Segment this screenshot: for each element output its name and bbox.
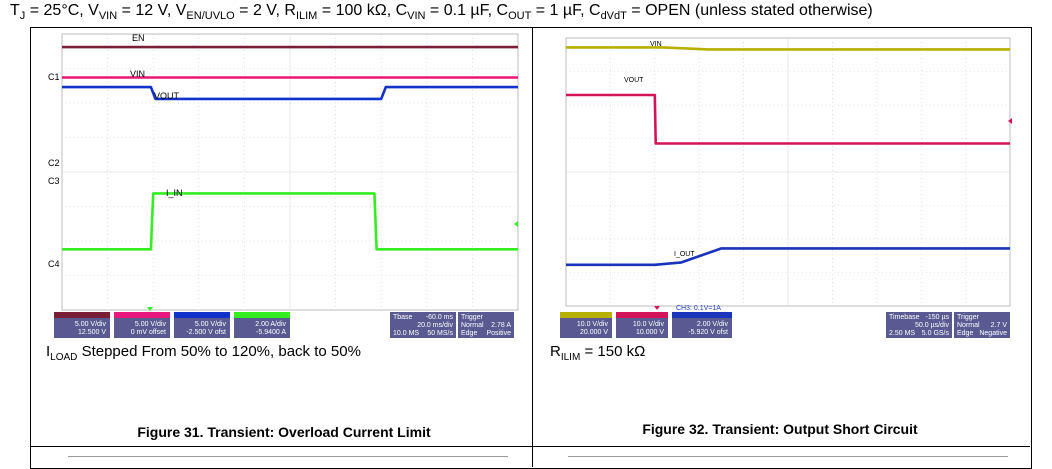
ch2-scale-32: 10.0 V/div	[633, 321, 665, 328]
trigger-type-32: Edge	[957, 330, 973, 337]
trace-label-iout-32: I_OUT	[674, 251, 695, 258]
trace-i-out-32	[566, 247, 1010, 267]
trace-i-in-31	[62, 192, 518, 251]
scope-screen-figure32: VIN VOUT I_OUT CH3: 0.1V=1A 10.0 V/div 2…	[560, 34, 1016, 340]
figure-divider	[532, 27, 533, 467]
trace-label-vout-32: VOUT	[624, 77, 644, 84]
ch2-offset-31: 0 mV offset	[131, 329, 166, 336]
channel-label-c3: C3	[48, 176, 60, 186]
ch3-scale-32: 2.00 V/div	[697, 321, 729, 328]
ch4-offset-31: -5.9400 A	[256, 329, 286, 336]
next-figure-stub-right	[568, 456, 1008, 457]
ch3-scale-31: 5.00 V/div	[195, 321, 227, 328]
scope-screen-figure31: C1 C2 C3 C4 EN VIN VOUT I_IN 5.00 V/div …	[44, 30, 524, 342]
trace-label-en: EN	[132, 33, 145, 43]
trace-label-vin: VIN	[130, 69, 145, 79]
trigger-level-32: 2.7 V	[991, 322, 1008, 329]
readout-bar-31: 5.00 V/div 12.500 V 5.00 V/div 0 mV offs…	[54, 312, 514, 338]
trigger-level-marker-31	[514, 221, 518, 227]
cursor-label-32: CH3: 0.1V=1A	[676, 305, 721, 312]
tbase-samples-31: 10.0 MS	[393, 330, 419, 337]
ch1-scale-31: 5.00 V/div	[75, 321, 107, 328]
figure32-note: RILIM = 150 kΩ	[550, 343, 646, 363]
channel-labels-31: C1 C2 C3 C4	[48, 72, 60, 269]
tbase-rate-32: 5.0 GS/s	[922, 330, 950, 337]
trace-vout-32	[566, 93, 1010, 145]
readout-bar-32: 10.0 V/div 20.000 V 10.0 V/div 10.000 V …	[560, 312, 1010, 338]
ch2-offset-32: 10.000 V	[636, 329, 664, 336]
trigger-slope-31: Positive	[486, 330, 511, 337]
trigger-mode-32: Normal	[957, 322, 980, 329]
trace-label-vout: VOUT	[154, 91, 180, 101]
tbase-delay-32: -150 µs	[926, 314, 950, 321]
trigger-position-marker-32	[654, 306, 660, 310]
trigger-position-marker-31	[147, 307, 153, 311]
figure31-caption: Figure 31. Transient: Overload Current L…	[137, 424, 431, 440]
tbase-scale-32: 50.0 µs/div	[915, 322, 949, 329]
ch3-offset-31: -2.500 V ofst	[186, 329, 226, 336]
trigger-label-31: Trigger	[461, 314, 484, 321]
trigger-level-31: 2.78 A	[491, 322, 511, 329]
next-figure-stub-left	[68, 456, 508, 457]
trace-label-iin: I_IN	[166, 188, 183, 198]
graticule-31	[61, 33, 519, 311]
trigger-slope-32: Negative	[979, 330, 1007, 337]
trigger-type-31: Edge	[461, 330, 477, 337]
test-conditions: TJ = 25°C, VVIN = 12 V, VEN/UVLO = 2 V, …	[10, 2, 873, 23]
ch1-offset-32: 20.000 V	[580, 329, 608, 336]
ch3-offset-32: -5.920 V ofst	[688, 329, 728, 336]
channel-label-c1: C1	[48, 72, 60, 82]
channel-label-c2: C2	[48, 158, 60, 168]
ch1-scale-32: 10.0 V/div	[577, 321, 609, 328]
ch2-scale-31: 5.00 V/div	[135, 321, 167, 328]
tbase-delay-31: -60.0 ms	[426, 314, 454, 321]
figure-row-divider	[30, 446, 1030, 447]
trace-label-vin-32: VIN	[650, 41, 662, 48]
ch4-scale-31: 2.00 A/div	[255, 321, 286, 328]
channel-label-c4: C4	[48, 259, 60, 269]
trigger-mode-31: Normal	[461, 322, 484, 329]
figure31-note: ILOAD Stepped From 50% to 120%, back to …	[46, 343, 361, 363]
trigger-label-32: Trigger	[957, 314, 980, 321]
trigger-level-marker-32	[1008, 118, 1012, 124]
tbase-samples-32: 2.50 MS	[889, 330, 915, 337]
ch1-offset-31: 12.500 V	[78, 329, 106, 336]
graticule-32	[565, 37, 1011, 307]
tbase-label-31: Tbase	[393, 314, 413, 321]
tbase-label-32: Timebase	[889, 314, 920, 321]
tbase-scale-31: 20.0 ms/div	[417, 322, 453, 329]
tbase-rate-31: 50 MS/s	[427, 330, 453, 337]
trace-vin-32	[566, 46, 1010, 51]
figure32-caption: Figure 32. Transient: Output Short Circu…	[642, 421, 918, 437]
trace-vout-31	[62, 85, 518, 101]
